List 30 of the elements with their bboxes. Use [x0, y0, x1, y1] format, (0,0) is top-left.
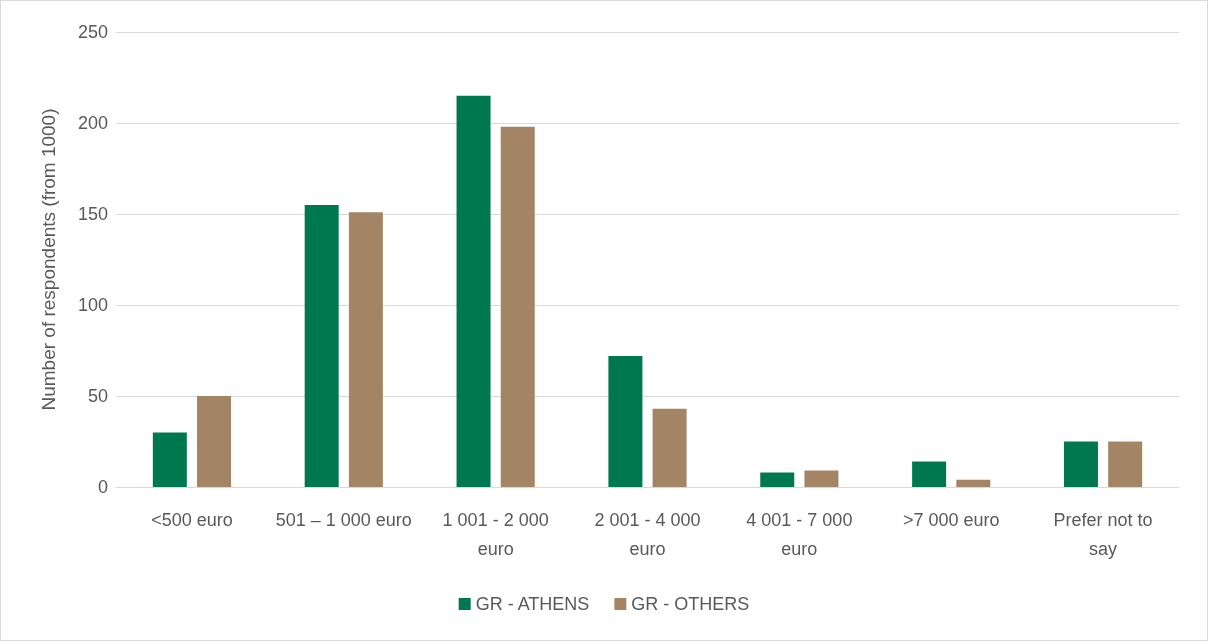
bar [348, 212, 383, 487]
bar [804, 470, 839, 487]
y-tick-label: 250 [77, 22, 108, 42]
x-tick-label: 4 001 - 7 000 euro [746, 509, 853, 559]
bar [500, 126, 535, 487]
bar [304, 204, 339, 487]
y-tick-label: 200 [77, 113, 108, 133]
y-tick-label: 50 [87, 386, 108, 406]
x-tick-label: Prefer not to say [1053, 509, 1153, 559]
x-tick-label: 2 001 - 4 000 euro [594, 509, 701, 559]
bar [912, 461, 947, 487]
bar [152, 432, 187, 487]
x-tick-label: <500 euro [151, 509, 233, 530]
bar [1108, 441, 1143, 487]
bar [956, 479, 991, 487]
bar [456, 95, 491, 487]
x-tick-label: 1 001 - 2 000 euro [442, 509, 549, 559]
bar [197, 396, 232, 487]
x-tick-label: >7 000 euro [902, 509, 1000, 530]
bar [608, 355, 643, 487]
x-tick-label: 501 – 1 000 euro [275, 509, 412, 530]
legend-label: GR - ATHENS [475, 594, 590, 614]
bar [760, 472, 795, 487]
y-axis-title: Number of respondents (from 1000) [38, 108, 59, 411]
y-tick-label: 100 [77, 295, 108, 315]
legend-label: GR - OTHERS [631, 594, 750, 614]
y-tick-label: 150 [77, 204, 108, 224]
bar [652, 408, 687, 487]
bar [1063, 441, 1098, 487]
y-tick-label: 0 [97, 477, 108, 497]
